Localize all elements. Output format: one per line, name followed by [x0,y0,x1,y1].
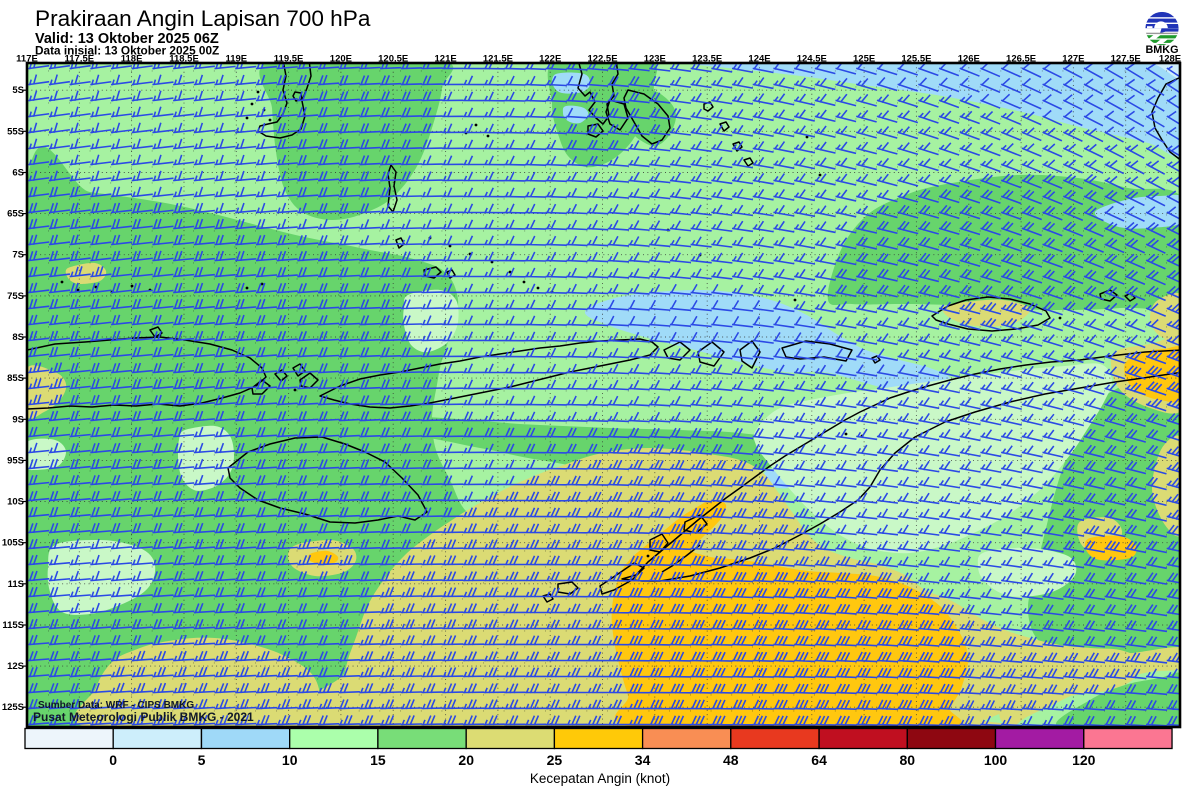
svg-text:0: 0 [109,752,117,768]
svg-text:65S: 65S [7,209,24,220]
svg-text:120E: 120E [330,54,352,65]
svg-text:125S: 125S [2,702,24,713]
svg-text:119.5E: 119.5E [274,54,304,65]
svg-text:Prakiraan Angin Lapisan 700 hP: Prakiraan Angin Lapisan 700 hPa [35,6,371,31]
svg-text:119E: 119E [225,54,247,65]
svg-text:100: 100 [984,752,1008,768]
svg-text:118.5E: 118.5E [169,54,199,65]
svg-text:125.5E: 125.5E [901,54,931,65]
svg-text:6S: 6S [12,168,24,179]
svg-text:Valid: 13 Oktober 2025 06Z: Valid: 13 Oktober 2025 06Z [35,31,219,47]
svg-text:120: 120 [1072,752,1096,768]
svg-text:Data inisial: 13 Oktober 2025: Data inisial: 13 Oktober 2025 00Z [35,44,219,58]
svg-text:64: 64 [811,752,827,768]
svg-text:BMKG: BMKG [1146,44,1179,56]
svg-text:128E: 128E [1159,54,1181,65]
svg-text:Pusat Meteorologi Publik BMKG: Pusat Meteorologi Publik BMKG - 2021 [33,710,254,724]
svg-text:105S: 105S [2,538,24,549]
svg-text:10: 10 [282,752,298,768]
svg-text:126E: 126E [958,54,980,65]
svg-text:126.5E: 126.5E [1006,54,1036,65]
svg-text:12S: 12S [7,661,24,672]
svg-text:85S: 85S [7,373,24,384]
svg-text:124.5E: 124.5E [797,54,827,65]
svg-text:11S: 11S [8,579,24,590]
svg-text:34: 34 [635,752,651,768]
svg-text:20: 20 [458,752,474,768]
svg-text:127E: 127E [1062,54,1084,65]
svg-text:Sumber Data: WRF - CIPS BMKG: Sumber Data: WRF - CIPS BMKG [38,700,194,711]
svg-text:95S: 95S [7,455,24,466]
svg-text:48: 48 [723,752,739,768]
svg-text:80: 80 [900,752,916,768]
svg-text:118E: 118E [121,54,143,65]
svg-text:15: 15 [370,752,386,768]
svg-text:121.5E: 121.5E [483,54,513,65]
svg-text:125E: 125E [853,54,875,65]
svg-text:75S: 75S [7,291,24,302]
svg-text:5S: 5S [12,85,24,96]
svg-text:7S: 7S [12,250,24,261]
svg-text:Kecepatan Angin (knot): Kecepatan Angin (knot) [530,771,670,786]
svg-text:5: 5 [198,752,206,768]
svg-text:120.5E: 120.5E [378,54,408,65]
svg-text:121E: 121E [435,54,457,65]
svg-text:10S: 10S [7,497,24,508]
svg-text:9S: 9S [12,414,24,425]
svg-text:117E: 117E [16,54,38,65]
svg-text:123E: 123E [644,54,666,65]
svg-text:8S: 8S [12,332,24,343]
svg-text:122E: 122E [539,54,561,65]
svg-text:25: 25 [547,752,563,768]
svg-text:123.5E: 123.5E [692,54,722,65]
svg-text:127.5E: 127.5E [1111,54,1141,65]
svg-text:115S: 115S [2,620,24,631]
svg-text:124E: 124E [748,54,770,65]
svg-text:122.5E: 122.5E [587,54,617,65]
svg-text:117.5E: 117.5E [65,54,95,65]
svg-text:55S: 55S [7,126,24,137]
